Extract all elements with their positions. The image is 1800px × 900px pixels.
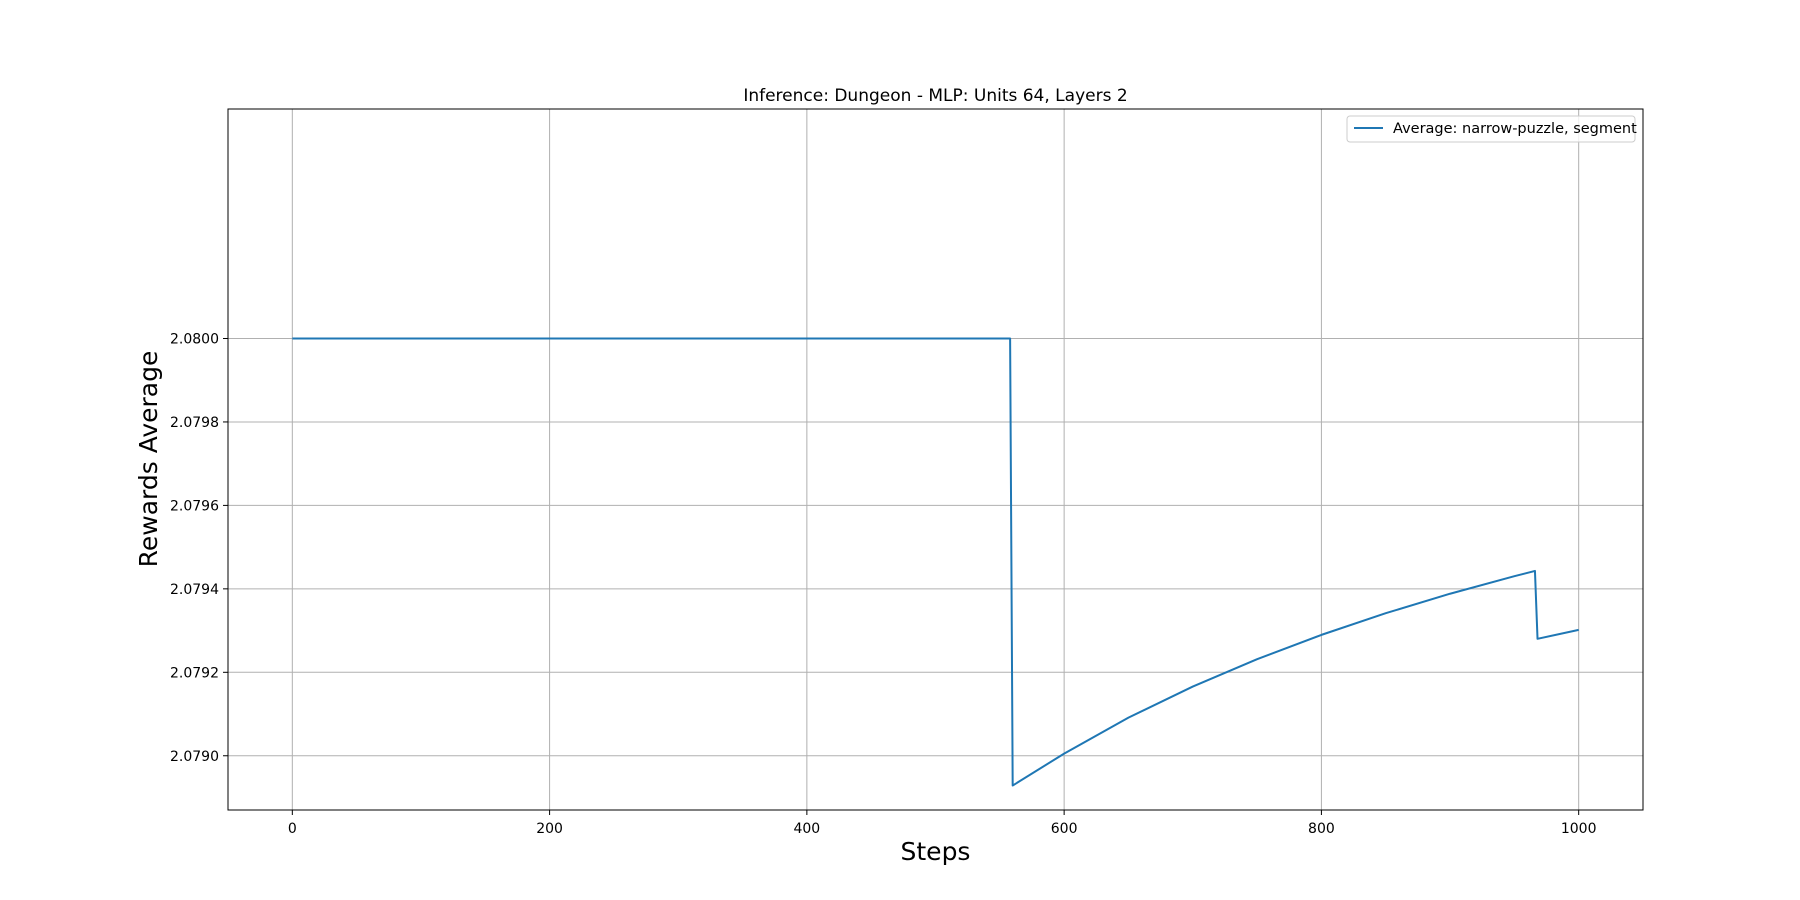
x-tick-label: 200	[536, 821, 563, 837]
chart-title: Inference: Dungeon - MLP: Units 64, Laye…	[743, 86, 1127, 106]
y-tick-label: 2.0800	[170, 331, 219, 347]
y-tick-label: 2.0790	[170, 749, 219, 765]
gridlines	[228, 109, 1643, 810]
legend: Average: narrow-puzzle, segment	[1346, 115, 1637, 143]
x-axis-label: Steps	[901, 837, 971, 866]
y-tick-label: 2.0792	[170, 665, 219, 681]
series-lines	[292, 337, 1579, 787]
y-axis-label: Rewards Average	[134, 351, 163, 568]
y-tick-label: 2.0794	[170, 582, 219, 598]
x-tick-label: 0	[288, 821, 297, 837]
x-tick-label: 1000	[1561, 821, 1597, 837]
plot-frame	[227, 108, 1644, 811]
legend-label: Average: narrow-puzzle, segment	[1393, 121, 1637, 137]
series-line	[292, 337, 1579, 787]
x-tick-label: 600	[1051, 821, 1078, 837]
legend-box	[1346, 115, 1636, 143]
x-tick-label: 800	[1308, 821, 1335, 837]
y-tick-label: 2.0798	[170, 415, 219, 431]
axis-ticks: 0 200 400 600 800 1000 2.0790 2.0792 2.0794 2.079…	[170, 331, 1597, 837]
x-tick-label: 400	[793, 821, 820, 837]
y-tick-label: 2.0796	[170, 498, 219, 514]
